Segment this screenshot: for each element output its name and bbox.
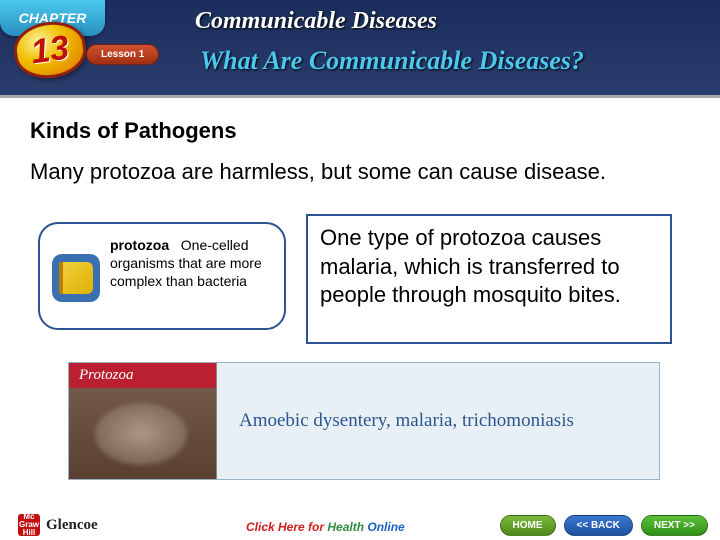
click-here-blue: Online	[367, 520, 404, 534]
home-button[interactable]: HOME	[500, 515, 556, 536]
next-button[interactable]: NEXT >>	[641, 515, 708, 536]
chapter-number-text: 13	[29, 28, 72, 72]
slide-header: CHAPTER 13 Lesson 1 Communicable Disease…	[0, 0, 720, 95]
book-icon	[52, 254, 100, 302]
example-image-left: Protozoa	[69, 363, 217, 479]
protozoa-illustration	[95, 403, 187, 465]
header-divider	[0, 95, 720, 98]
click-here-red: Click Here for	[246, 520, 327, 534]
example-image-label: Protozoa	[69, 363, 216, 388]
body-paragraph-1: Many protozoa are harmless, but some can…	[30, 158, 690, 186]
nav-buttons: HOME << BACK NEXT >>	[500, 515, 709, 536]
mcgraw-hill-mark: McGrawHill	[18, 514, 40, 536]
health-online-link[interactable]: Click Here for Health Online	[246, 520, 405, 534]
lesson-question: What Are Communicable Diseases?	[200, 46, 584, 76]
definition-term: protozoa	[110, 237, 169, 253]
glencoe-name: Glencoe	[46, 517, 98, 534]
publisher-logo: McGrawHill Glencoe	[18, 514, 98, 536]
callout-box: One type of protozoa causes malaria, whi…	[306, 214, 672, 344]
definition-box: protozoa One-celled organisms that are m…	[38, 222, 286, 330]
book-title: Communicable Diseases	[195, 8, 437, 35]
example-image-caption: Amoebic dysentery, malaria, trichomonias…	[217, 363, 659, 479]
lesson-tab: Lesson 1	[86, 44, 159, 65]
slide-footer: McGrawHill Glencoe Click Here for Health…	[0, 510, 720, 540]
definition-text	[173, 237, 181, 253]
back-button[interactable]: << BACK	[564, 515, 633, 536]
click-here-green: Health	[327, 520, 367, 534]
section-title: Kinds of Pathogens	[30, 118, 237, 144]
example-image-box: Protozoa Amoebic dysentery, malaria, tri…	[68, 362, 660, 480]
